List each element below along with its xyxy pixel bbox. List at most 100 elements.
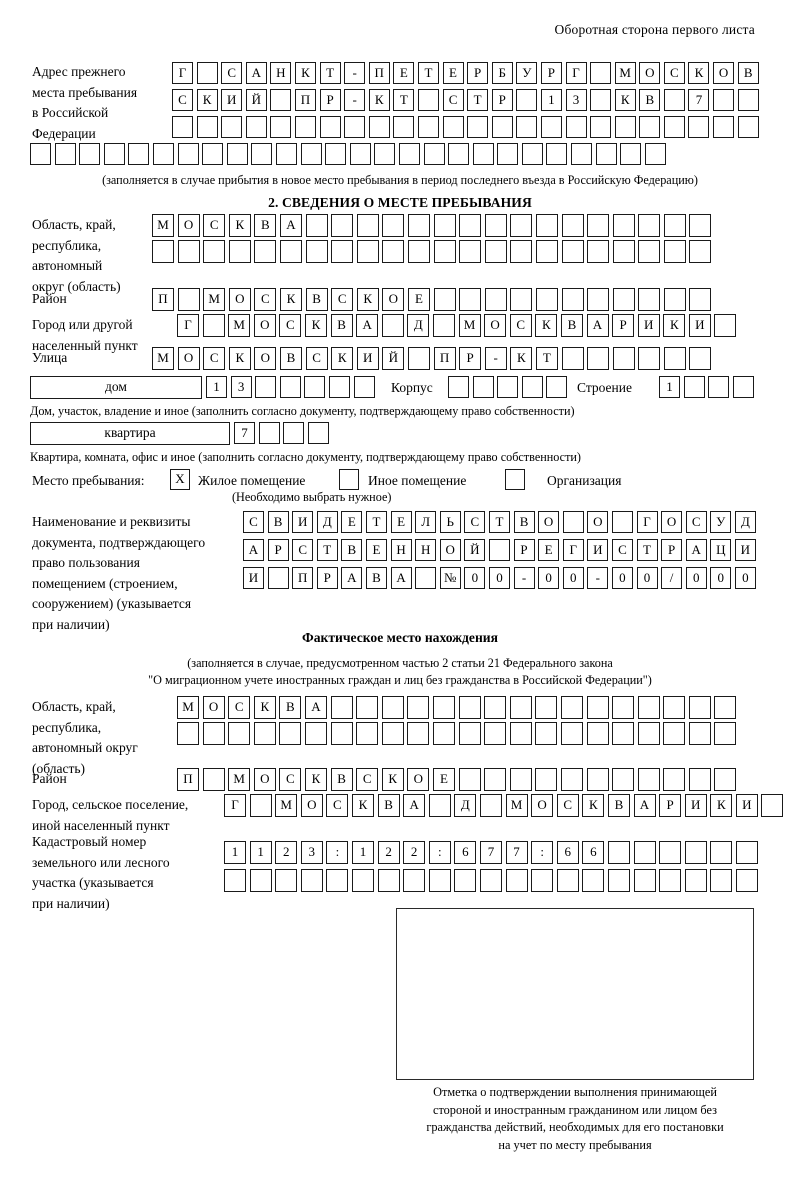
prev-address-cell-23[interactable]: О [713, 62, 735, 84]
s2-region-cell-15[interactable] [510, 240, 533, 263]
al-region-cell-3[interactable]: С [228, 696, 251, 719]
s2-district-cell-4[interactable]: О [228, 288, 251, 311]
s2-region-cell-11[interactable] [407, 214, 430, 237]
prev-address-cell-6[interactable]: К [294, 62, 316, 84]
s2-house-cell-2[interactable]: 3 [230, 376, 252, 398]
al-region-cell-7[interactable] [330, 722, 353, 745]
s2-district-cell-9[interactable]: К [356, 288, 379, 311]
s2-street-cell-21[interactable] [663, 347, 686, 370]
s2-city-cell-11[interactable] [432, 314, 455, 337]
s2-region-cell-15[interactable] [510, 214, 533, 237]
al-region-cell-2[interactable]: О [202, 696, 225, 719]
prev-address-cell-2[interactable]: К [196, 89, 218, 111]
al-cadastral-cell-7[interactable]: 2 [377, 841, 400, 864]
s2-city-cell-17[interactable]: А [586, 314, 609, 337]
al-district-cell-20[interactable] [663, 768, 686, 791]
s2-region-cell-9[interactable] [356, 214, 379, 237]
s2-region-cell-9[interactable] [356, 240, 379, 263]
s2-district-cell-21[interactable] [663, 288, 686, 311]
prev-address-cell-3[interactable]: И [221, 89, 243, 111]
s2-region-cell-5[interactable] [254, 240, 277, 263]
s2-flat-cells[interactable]: 7 [234, 422, 332, 444]
s2-district-cell-10[interactable]: О [382, 288, 405, 311]
s2-district-cell-16[interactable] [535, 288, 558, 311]
al-region-cell-21[interactable] [688, 696, 711, 719]
al-region-cell-9[interactable] [381, 696, 404, 719]
s2-document-cell-5[interactable]: Е [341, 511, 363, 533]
al-city-cell-13[interactable]: О [531, 794, 554, 817]
s2-document-cell-8[interactable]: Н [415, 539, 437, 561]
s2-flat-cell-3[interactable] [283, 422, 305, 444]
prev-address-row-3[interactable] [172, 116, 762, 138]
al-cadastral-cell-4[interactable]: 3 [300, 841, 323, 864]
s2-flat-cell-4[interactable] [307, 422, 329, 444]
prev-address-cell-5[interactable] [270, 89, 292, 111]
s2-street-cell-3[interactable]: С [203, 347, 226, 370]
s2-document-cell-2[interactable]: В [267, 511, 289, 533]
al-cadastral-cell-15[interactable]: 6 [582, 841, 605, 864]
s2-street-cell-8[interactable]: К [331, 347, 354, 370]
s2-document-cell-3[interactable]: И [292, 511, 314, 533]
prev-address-cell-10[interactable]: Е [393, 62, 415, 84]
al-city-cell-7[interactable]: В [377, 794, 400, 817]
al-region-cell-18[interactable] [612, 722, 635, 745]
s2-street-cell-10[interactable]: Й [382, 347, 405, 370]
s2-city-cell-13[interactable]: О [484, 314, 507, 337]
prev-address-cell-6[interactable]: П [294, 89, 316, 111]
al-city-cell-12[interactable]: М [505, 794, 528, 817]
prev-address-cell-2[interactable] [196, 116, 218, 138]
al-city-cell-16[interactable]: В [607, 794, 630, 817]
s2-document-cell-15[interactable]: - [587, 567, 609, 589]
s2-stroenie-cell-3[interactable] [708, 376, 730, 398]
al-district-cell-4[interactable]: О [253, 768, 276, 791]
al-district-cell-16[interactable] [560, 768, 583, 791]
al-region-cell-22[interactable] [714, 722, 737, 745]
s2-district-cell-13[interactable] [459, 288, 482, 311]
prev-address-full-cell-16[interactable] [398, 143, 420, 165]
s2-house-cell-7[interactable] [353, 376, 375, 398]
al-region-cell-10[interactable] [407, 722, 430, 745]
prev-address-cell-19[interactable]: М [614, 62, 636, 84]
al-cadastral-cell-19[interactable] [684, 869, 707, 892]
al-region-cell-12[interactable] [458, 696, 481, 719]
al-cadastral-cell-14[interactable]: 6 [556, 841, 579, 864]
s2-document-cell-20[interactable]: Ц [710, 539, 732, 561]
s2-region-cell-12[interactable] [433, 240, 456, 263]
s2-district-cell-19[interactable] [612, 288, 635, 311]
s2-district-cell-12[interactable] [433, 288, 456, 311]
al-cadastral-cell-3[interactable] [275, 869, 298, 892]
s2-document-cell-7[interactable]: Н [390, 539, 412, 561]
s2-document-cell-19[interactable]: 0 [685, 567, 707, 589]
s2-document-cell-18[interactable]: / [661, 567, 683, 589]
prev-address-cell-16[interactable]: 1 [540, 89, 562, 111]
prev-address-cell-22[interactable] [688, 116, 710, 138]
s2-document-cell-17[interactable]: Т [636, 539, 658, 561]
al-region-cell-13[interactable] [484, 722, 507, 745]
s2-street-cell-9[interactable]: И [356, 347, 379, 370]
prev-address-cell-3[interactable] [221, 116, 243, 138]
s2-korpus-cell-1[interactable] [448, 376, 469, 398]
al-cadastral-cell-11[interactable]: 7 [479, 841, 502, 864]
prev-address-cell-1[interactable]: С [172, 89, 193, 111]
prev-address-full-cell-3[interactable] [79, 143, 101, 165]
prev-address-full-cell-5[interactable] [128, 143, 150, 165]
prev-address-cell-22[interactable]: 7 [688, 89, 710, 111]
s2-document-cell-3[interactable]: П [292, 567, 314, 589]
s2-document-cell-16[interactable]: 0 [611, 567, 633, 589]
s2-region-cell-21[interactable] [663, 214, 686, 237]
s2-region-cell-6[interactable]: А [279, 214, 302, 237]
s2-region-cell-17[interactable] [561, 214, 584, 237]
s2-city-cell-10[interactable]: Д [407, 314, 430, 337]
al-cadastral-cell-9[interactable] [428, 869, 451, 892]
al-district-cell-22[interactable] [714, 768, 737, 791]
prev-address-cell-18[interactable] [590, 89, 612, 111]
s2-street-cell-19[interactable] [612, 347, 635, 370]
al-cadastral-cell-13[interactable]: : [531, 841, 554, 864]
al-district-cell-17[interactable] [586, 768, 609, 791]
al-region-cell-4[interactable] [253, 722, 276, 745]
